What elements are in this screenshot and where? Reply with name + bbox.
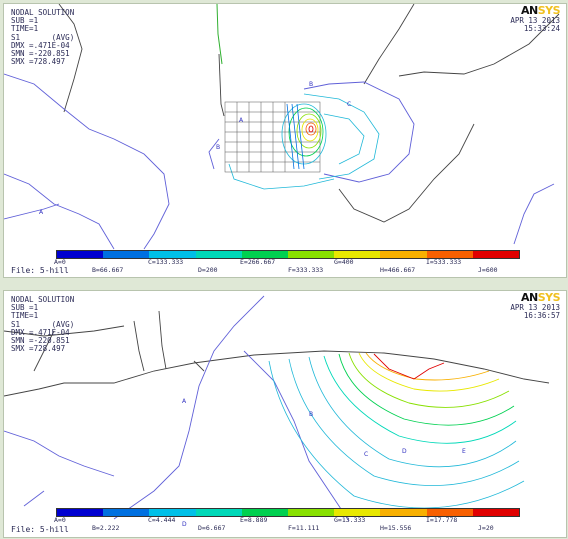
bottom-sub: SUB =1 (11, 303, 39, 313)
top-date: APR 13 2013 (510, 16, 560, 25)
legend-swatch (288, 509, 335, 516)
svg-text:C: C (364, 451, 368, 458)
legend-label: A=0 (54, 258, 66, 266)
legend-swatch (241, 251, 289, 258)
legend-swatch (472, 509, 520, 516)
top-plot-panel[interactable]: A B C A B NODAL SOLUTION SUB =1 TIME=1 S… (3, 3, 567, 278)
bottom-time: TIME=1 (11, 311, 39, 321)
top-contour-plot[interactable]: A B C A B (4, 4, 566, 277)
legend-swatch (57, 251, 104, 258)
top-color-legend (56, 250, 520, 259)
legend-label: B=2.222 (92, 524, 120, 532)
svg-text:E: E (462, 448, 466, 455)
top-file-label: File: 5-hill (11, 266, 69, 275)
svg-text:A: A (239, 117, 244, 124)
top-title: NODAL SOLUTION (11, 8, 75, 17)
legend-swatch (149, 509, 196, 516)
top-datetime: APR 13 2013 15:33:24 (510, 16, 560, 34)
legend-swatch (103, 251, 150, 258)
legend-label: C=133.333 (148, 258, 184, 266)
legend-swatch (195, 251, 242, 258)
legend-label: J=20 (478, 524, 494, 532)
legend-swatch (472, 251, 520, 258)
legend-label: I=533.333 (426, 258, 462, 266)
top-time: TIME=1 (11, 24, 39, 34)
legend-swatch (195, 509, 242, 516)
bottom-datetime: APR 13 2013 16:36:57 (510, 303, 560, 321)
legend-swatch (149, 251, 196, 258)
bottom-clock: 16:36:57 (523, 311, 560, 321)
legend-label: F=333.333 (288, 266, 324, 274)
svg-text:C: C (347, 101, 351, 108)
bottom-smn: SMN =-220.851 (11, 336, 70, 346)
svg-text:D: D (182, 521, 187, 528)
top-s1: S1 (AVG) (11, 32, 75, 42)
top-smx: SMX =728.497 (11, 57, 66, 67)
legend-swatch (380, 509, 427, 516)
legend-swatch (57, 509, 104, 516)
bottom-contour-plot[interactable]: A B C D E D (4, 291, 566, 537)
svg-text:A: A (182, 398, 187, 405)
top-sub: SUB =1 (11, 16, 39, 26)
legend-swatch (334, 509, 381, 516)
legend-label: I=17.778 (426, 516, 458, 524)
legend-swatch (334, 251, 381, 258)
top-ansys-logo: ANSYS (520, 4, 561, 17)
legend-label: G=13.333 (334, 516, 366, 524)
svg-text:B: B (216, 144, 220, 151)
legend-swatch (426, 251, 473, 258)
top-smn: SMN =-220.851 (11, 49, 70, 59)
legend-label: A=0 (54, 516, 66, 524)
bottom-dmx: DMX =.471E-04 (11, 327, 70, 337)
svg-text:B: B (309, 411, 313, 418)
top-dmx: DMX =.471E-04 (11, 40, 70, 50)
bottom-date: APR 13 2013 (510, 303, 560, 312)
legend-swatch (380, 251, 427, 258)
legend-swatch (103, 509, 150, 516)
legend-swatch (426, 509, 473, 516)
bottom-ansys-logo: ANSYS (520, 291, 561, 304)
top-clock: 15:33:24 (523, 24, 560, 34)
bottom-info-block: NODAL SOLUTION SUB =1 TIME=1 S1 (AVG) DM… (11, 295, 75, 354)
legend-label: C=4.444 (148, 516, 176, 524)
legend-label: D=6.667 (198, 524, 226, 532)
legend-label: E=266.667 (240, 258, 276, 266)
legend-swatch (288, 251, 335, 258)
top-info-block: NODAL SOLUTION SUB =1 TIME=1 S1 (AVG) DM… (11, 8, 75, 67)
svg-text:A: A (39, 209, 44, 216)
bottom-s1: S1 (AVG) (11, 319, 75, 329)
legend-label: H=15.556 (380, 524, 412, 532)
bottom-smx: SMX =728.497 (11, 344, 66, 354)
legend-label: G=400 (334, 258, 354, 266)
bottom-color-legend (56, 508, 520, 517)
legend-label: F=11.111 (288, 524, 320, 532)
legend-swatch (241, 509, 289, 516)
bottom-title: NODAL SOLUTION (11, 295, 75, 304)
legend-label: H=466.667 (380, 266, 416, 274)
bottom-file-label: File: 5-hill (11, 525, 69, 534)
bottom-plot-panel[interactable]: A B C D E D NODAL SOLUTION SUB =1 TIME=1… (3, 290, 567, 538)
svg-text:B: B (309, 81, 313, 88)
legend-label: B=66.667 (92, 266, 124, 274)
legend-label: E=8.889 (240, 516, 268, 524)
svg-text:D: D (402, 448, 407, 455)
legend-label: D=200 (198, 266, 218, 274)
legend-label: J=600 (478, 266, 498, 274)
